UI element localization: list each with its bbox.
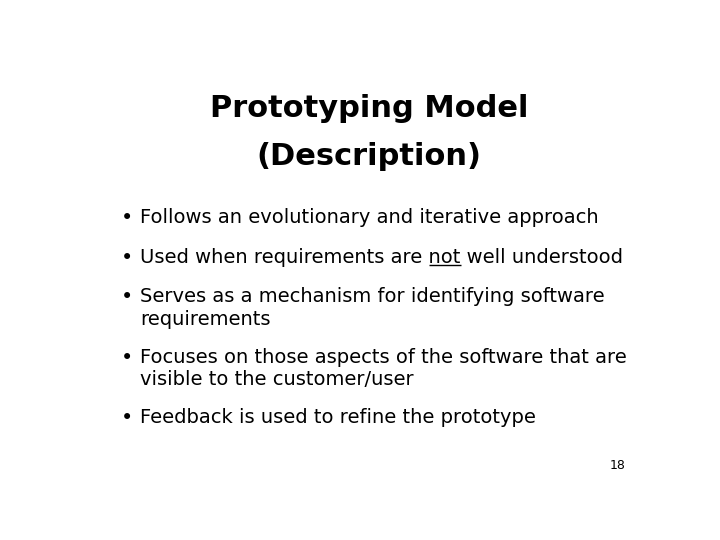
- Text: •: •: [121, 248, 133, 268]
- Text: Feedback is used to refine the prototype: Feedback is used to refine the prototype: [140, 408, 536, 427]
- Text: Used when requirements are not well understood: Used when requirements are not well unde…: [140, 248, 624, 267]
- Text: •: •: [121, 348, 133, 368]
- Text: Focuses on those aspects of the software that are: Focuses on those aspects of the software…: [140, 348, 627, 367]
- Text: 18: 18: [610, 460, 626, 472]
- Text: Serves as a mechanism for identifying software: Serves as a mechanism for identifying so…: [140, 287, 605, 306]
- Text: (Description): (Description): [256, 141, 482, 171]
- Text: •: •: [121, 408, 133, 428]
- Text: Follows an evolutionary and iterative approach: Follows an evolutionary and iterative ap…: [140, 208, 599, 227]
- Text: requirements: requirements: [140, 310, 271, 329]
- Text: •: •: [121, 208, 133, 228]
- Text: visible to the customer/user: visible to the customer/user: [140, 370, 414, 389]
- Text: Prototyping Model: Prototyping Model: [210, 94, 528, 123]
- Text: •: •: [121, 287, 133, 307]
